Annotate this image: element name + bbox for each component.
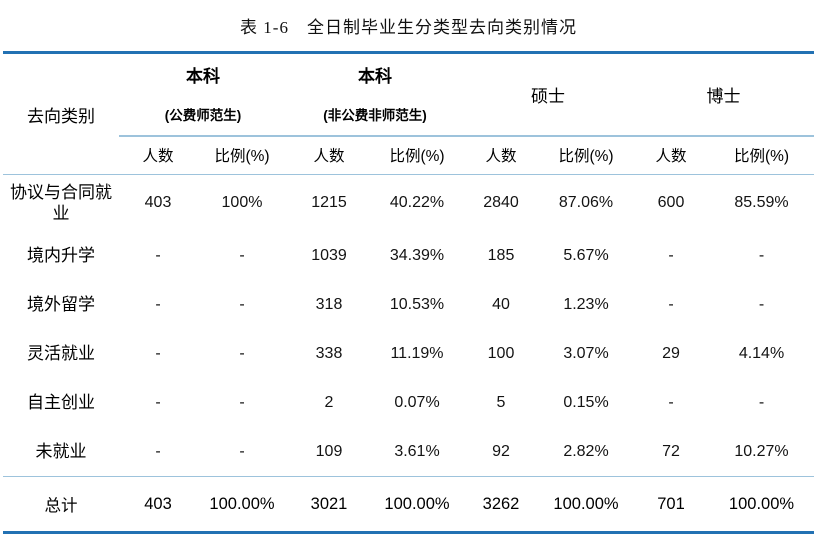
column-header-destination-category: 去向类别 [3, 52, 119, 175]
data-cell: 10.27% [709, 427, 814, 477]
table-row: 协议与合同就业 403 100% 1215 40.22% 2840 87.06%… [3, 175, 814, 232]
data-cell: 100 [487, 345, 515, 362]
total-cell: 100.00% [209, 494, 275, 513]
data-cell: 600 [657, 194, 685, 212]
data-cell: 40.22% [389, 194, 445, 212]
subheader-count: 人数 [463, 135, 539, 175]
group-header-master: 硕士 [463, 52, 633, 137]
data-cell: 29 [662, 345, 680, 362]
data-cell: - [239, 296, 245, 313]
data-cell: 72 [633, 427, 709, 477]
graduate-destination-table: 去向类别 本科 本科 硕士 博士 (公费师范生) (非公费非师范生) 人数 比例… [3, 51, 814, 534]
data-cell: 2840 [483, 194, 519, 212]
row-label: 自主创业 [27, 393, 95, 413]
data-cell: 0.15% [563, 394, 609, 411]
data-cell: 1215 [311, 194, 347, 212]
group-header-sublabel: (公费师范生) [164, 108, 242, 123]
group-header-label: 本科 [358, 66, 392, 86]
data-cell: - [119, 427, 197, 477]
row-label: 境外留学 [27, 295, 95, 315]
row-label: 灵活就业 [27, 344, 95, 364]
subheader-ratio: 比例(%) [371, 135, 463, 175]
group-header-doctor: 博士 [633, 52, 814, 137]
data-cell: 87.06% [558, 194, 614, 212]
table-row: 未就业 - - 109 3.61% 92 2.82% 72 10.27% [3, 427, 814, 477]
data-cell: - [197, 427, 287, 477]
data-cell: - [668, 394, 674, 411]
data-cell: - [758, 247, 765, 264]
data-cell: 5 [496, 394, 506, 411]
group-header-bachelor-funded-line1: 本科 [119, 53, 287, 95]
data-cell: 40 [492, 296, 510, 313]
data-cell: 100% [221, 194, 263, 212]
data-cell: - [155, 247, 161, 264]
data-cell: 2 [324, 394, 334, 411]
data-cell: - [758, 394, 765, 411]
table-row: 境内升学 - - 1039 34.39% 185 5.67% - - [3, 232, 814, 281]
subheader-ratio: 比例(%) [539, 135, 633, 175]
data-cell: - [155, 394, 161, 411]
group-header-bachelor-funded-line2: (公费师范生) [119, 94, 287, 137]
data-cell: 185 [487, 247, 515, 264]
row-label: 境内升学 [27, 246, 95, 266]
data-cell: - [155, 296, 161, 313]
subheader-count: 人数 [119, 135, 197, 175]
data-cell: - [239, 247, 245, 264]
data-cell: 3.07% [563, 345, 609, 362]
table-row: 灵活就业 - - 338 11.19% 100 3.07% 29 4.14% [3, 330, 814, 379]
data-cell: 4.14% [738, 345, 785, 362]
data-cell: - [668, 296, 674, 313]
total-cell: 100.00% [728, 494, 795, 513]
total-cell: 403 [144, 494, 172, 513]
data-cell: 3.61% [371, 427, 463, 477]
subheader-ratio: 比例(%) [197, 135, 287, 175]
table-row: 自主创业 - - 2 0.07% 5 0.15% - - [3, 379, 814, 428]
total-cell: 100.00% [553, 494, 619, 513]
data-cell: 85.59% [734, 194, 789, 212]
group-header-sublabel: (非公费非师范生) [323, 108, 427, 123]
data-cell: - [239, 394, 245, 411]
subheader-ratio: 比例(%) [709, 135, 814, 175]
data-cell: 34.39% [389, 247, 445, 264]
subheader-count: 人数 [633, 135, 709, 175]
table-row: 境外留学 - - 318 10.53% 40 1.23% - - [3, 281, 814, 330]
group-header-label: 本科 [186, 66, 220, 86]
table-title: 表 1-6 全日制毕业生分类型去向类别情况 [240, 18, 577, 37]
data-cell: 1.23% [563, 296, 609, 313]
data-cell: 5.67% [563, 247, 609, 264]
group-header-bachelor-nonfunded-line1: 本科 [287, 53, 463, 95]
total-cell: 701 [657, 494, 685, 513]
data-cell: - [239, 345, 245, 362]
total-row-label: 总计 [44, 497, 78, 515]
data-cell: 109 [287, 427, 371, 477]
data-cell: 338 [315, 345, 343, 362]
data-cell: 0.07% [394, 394, 440, 411]
row-label: 未就业 [3, 427, 119, 477]
data-cell: 11.19% [390, 345, 444, 362]
data-cell: 2.82% [539, 427, 633, 477]
data-cell: - [668, 247, 674, 264]
data-cell: - [758, 296, 765, 313]
data-cell: 1039 [311, 247, 347, 264]
total-cell: 3262 [482, 494, 520, 513]
data-cell: 318 [315, 296, 343, 313]
data-cell: 403 [144, 194, 172, 212]
group-header-bachelor-nonfunded-line2: (非公费非师范生) [287, 94, 463, 137]
data-cell: 10.53% [389, 296, 445, 313]
subheader-count: 人数 [287, 135, 371, 175]
data-cell: - [155, 345, 161, 362]
data-cell: 92 [463, 427, 539, 477]
total-cell: 3021 [310, 494, 348, 513]
total-cell: 100.00% [384, 494, 450, 513]
row-label: 协议与合同就业 [10, 183, 112, 224]
total-row: 总计 403 100.00% 3021 100.00% 3262 100.00%… [3, 477, 814, 533]
